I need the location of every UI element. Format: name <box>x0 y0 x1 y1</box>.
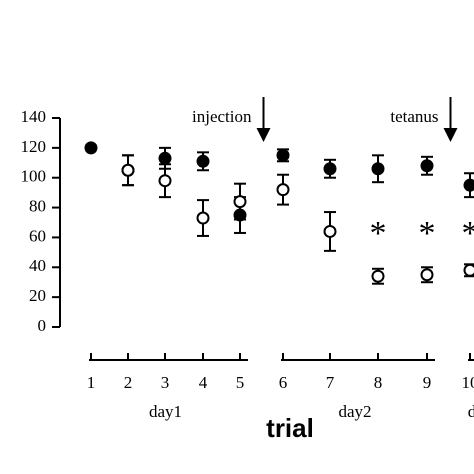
x-tick-label: 10 <box>462 373 474 392</box>
filled-marker <box>84 141 98 155</box>
open-marker <box>233 195 247 209</box>
y-tick-label: 100 <box>21 167 47 186</box>
event-arrowhead <box>256 128 271 142</box>
significance-marker: * <box>419 215 436 252</box>
group-label: day1 <box>149 402 182 421</box>
x-tick-label: 8 <box>374 373 383 392</box>
group-label: day <box>468 402 474 421</box>
filled-marker <box>276 148 290 162</box>
y-tick-label: 40 <box>29 256 46 275</box>
open-marker <box>420 268 434 282</box>
y-tick-label: 20 <box>29 286 46 305</box>
y-tick-label: 80 <box>29 196 46 215</box>
open-marker <box>276 183 290 197</box>
x-tick-label: 9 <box>423 373 432 392</box>
event-label: injection <box>192 107 252 126</box>
y-tick-label: 140 <box>21 107 47 126</box>
y-tick-label: 0 <box>38 316 47 335</box>
filled-marker <box>420 159 434 173</box>
x-tick-label: 5 <box>236 373 245 392</box>
open-marker <box>196 211 210 225</box>
open-marker <box>371 269 385 283</box>
open-marker <box>158 174 172 188</box>
x-tick-label: 7 <box>326 373 335 392</box>
event-arrowhead <box>443 128 458 142</box>
x-tick-label: 2 <box>124 373 133 392</box>
x-tick-label: 4 <box>199 373 208 392</box>
group-label: day2 <box>338 402 371 421</box>
open-marker <box>323 224 337 238</box>
x-tick-label: 6 <box>279 373 288 392</box>
open-marker <box>463 263 474 277</box>
x-tick-label: 1 <box>87 373 96 392</box>
filled-marker <box>158 151 172 165</box>
x-tick-label: 3 <box>161 373 170 392</box>
y-tick-label: 60 <box>29 226 46 245</box>
x-axis-label: trial <box>266 413 314 443</box>
significance-marker: * <box>462 215 474 252</box>
filled-marker <box>463 178 474 192</box>
filled-marker <box>371 162 385 176</box>
filled-marker <box>196 154 210 168</box>
filled-marker <box>323 162 337 176</box>
open-marker <box>121 163 135 177</box>
y-tick-label: 120 <box>21 137 47 156</box>
event-label: tetanus <box>390 107 438 126</box>
significance-marker: * <box>370 215 387 252</box>
